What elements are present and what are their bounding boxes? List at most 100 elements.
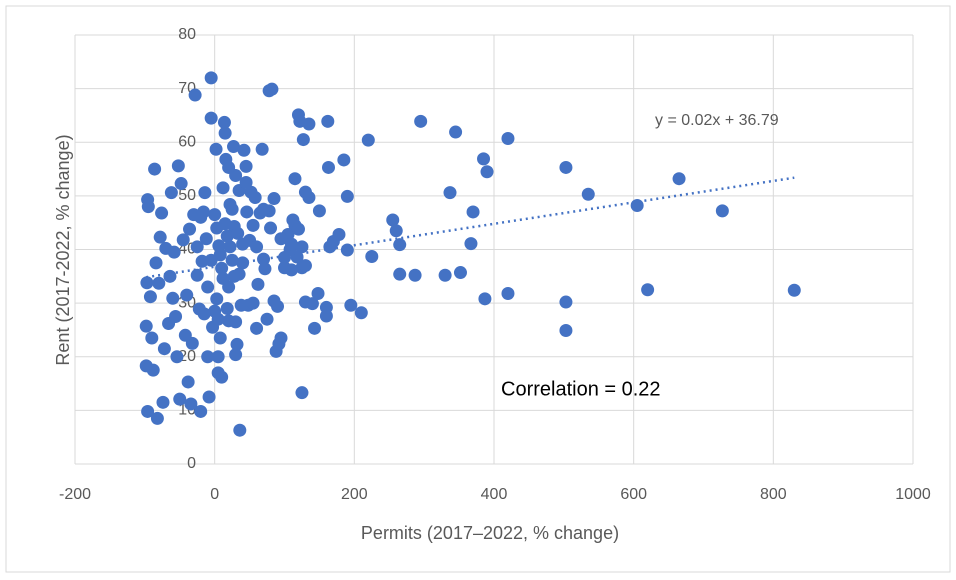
point: [559, 295, 573, 309]
point: [408, 268, 422, 282]
point: [208, 304, 222, 318]
point: [222, 280, 236, 294]
point: [319, 300, 333, 314]
point: [311, 286, 325, 300]
point: [305, 297, 319, 311]
point: [361, 133, 375, 147]
point: [223, 240, 237, 254]
point: [148, 162, 162, 176]
point: [257, 202, 271, 216]
point: [231, 226, 245, 240]
point: [641, 283, 655, 297]
point: [291, 222, 305, 236]
point: [217, 115, 231, 129]
point: [267, 192, 281, 206]
point: [236, 237, 250, 251]
point: [190, 240, 204, 254]
point: [501, 286, 515, 300]
point: [393, 267, 407, 281]
y-tick-label: 0: [187, 455, 196, 472]
point: [174, 177, 188, 191]
point: [240, 205, 254, 219]
point: [176, 233, 190, 247]
point: [323, 240, 337, 254]
point: [157, 342, 171, 356]
point: [264, 221, 278, 235]
point: [227, 269, 241, 283]
y-axis-label: Rent (2017-2022, % change): [53, 134, 73, 365]
point: [145, 331, 159, 345]
point: [163, 269, 177, 283]
point: [321, 114, 335, 128]
point: [453, 266, 467, 280]
point: [197, 307, 211, 321]
point: [201, 350, 215, 364]
point: [194, 404, 208, 418]
point: [180, 288, 194, 302]
point: [414, 114, 428, 128]
y-tick-label: 60: [178, 133, 196, 150]
point: [211, 350, 225, 364]
point: [480, 165, 494, 179]
x-tick-label: 0: [210, 486, 219, 503]
x-axis-label: Permits (2017–2022, % change): [361, 523, 619, 543]
point: [321, 160, 335, 174]
point: [787, 283, 801, 297]
point: [227, 140, 241, 154]
point: [139, 319, 153, 333]
point: [258, 262, 272, 276]
point: [204, 253, 218, 267]
point: [229, 348, 243, 362]
point: [199, 232, 213, 246]
point: [140, 276, 154, 290]
point: [188, 88, 202, 102]
y-tick-label: 80: [178, 26, 196, 43]
point: [215, 261, 229, 275]
point: [337, 153, 351, 167]
point: [296, 133, 310, 147]
point: [715, 204, 729, 218]
point: [204, 111, 218, 125]
y-tick-label: 20: [178, 348, 196, 365]
point: [295, 240, 309, 254]
point: [267, 294, 281, 308]
point: [251, 277, 265, 291]
point: [295, 386, 309, 400]
point: [443, 186, 457, 200]
point: [581, 187, 595, 201]
point: [438, 268, 452, 282]
point: [274, 232, 288, 246]
point: [239, 175, 253, 189]
x-tick-label: 400: [481, 486, 508, 503]
point: [246, 296, 260, 310]
point: [250, 240, 264, 254]
point: [229, 315, 243, 329]
point: [559, 323, 573, 337]
point: [171, 159, 185, 173]
x-tick-label: 200: [341, 486, 368, 503]
point: [155, 206, 169, 220]
point: [365, 249, 379, 263]
trendline: [146, 176, 795, 279]
point: [216, 181, 230, 195]
point: [184, 397, 198, 411]
point: [210, 292, 224, 306]
point: [501, 131, 515, 145]
point: [344, 298, 358, 312]
x-tick-label: 600: [620, 486, 647, 503]
point: [246, 218, 260, 232]
point: [210, 221, 224, 235]
point: [173, 392, 187, 406]
point: [234, 298, 248, 312]
point: [162, 317, 176, 331]
point: [183, 222, 197, 236]
point: [464, 237, 478, 251]
point: [260, 312, 274, 326]
y-tick-label: 50: [178, 187, 196, 204]
point: [340, 189, 354, 203]
point: [211, 366, 225, 380]
point: [218, 126, 232, 140]
point: [202, 390, 216, 404]
point: [170, 350, 184, 364]
point: [389, 224, 403, 238]
